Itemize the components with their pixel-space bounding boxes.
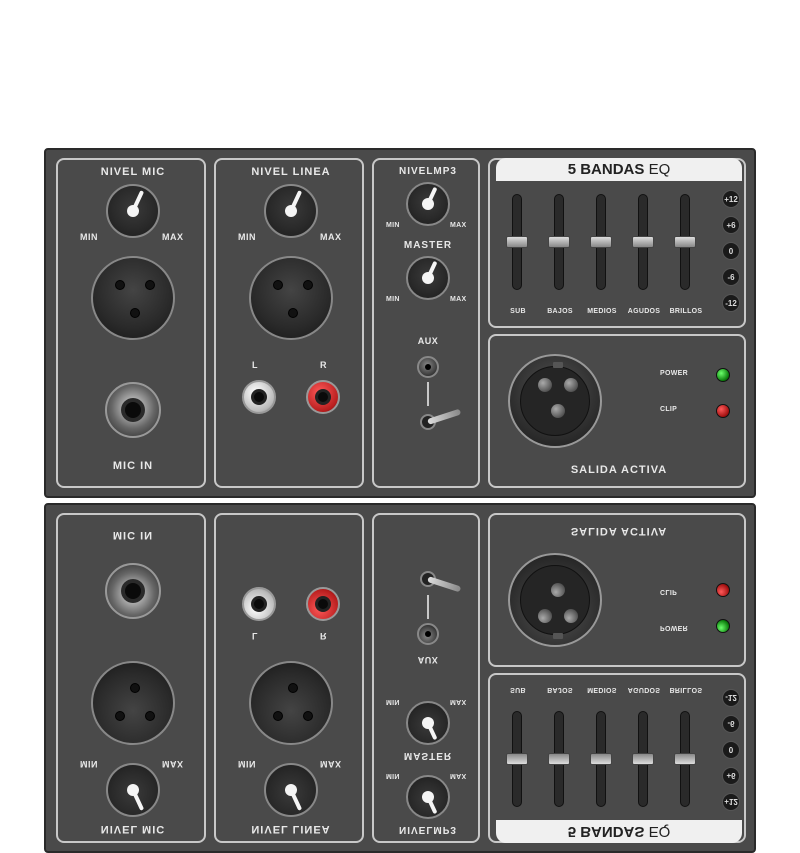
- eq-slider-4[interactable]: [638, 194, 648, 290]
- eq-title-thin: EQ: [649, 161, 671, 178]
- section-line-mirror: NIVEL LINEA MIN MAX L R: [214, 513, 364, 843]
- label-mic-min: MIN: [80, 232, 98, 242]
- eq-slider-5-mirror[interactable]: [680, 711, 690, 807]
- label-nivel-linea: NIVEL LINEA: [216, 166, 366, 178]
- aux-toggle-switch-mirror[interactable]: [398, 569, 458, 589]
- label-clip: CLIP: [660, 406, 677, 413]
- section-output: POWER CLIP SALIDA ACTIVA: [488, 334, 746, 488]
- xlr-output-mirror[interactable]: [508, 553, 602, 647]
- trs-mic-input-mirror[interactable]: [105, 563, 161, 619]
- knob-nivel-linea-mirror[interactable]: [264, 763, 318, 817]
- eq-slider-3-mirror[interactable]: [596, 711, 606, 807]
- rca-left[interactable]: [242, 380, 276, 414]
- section-eq: 5 BANDAS EQ +12 +6 0 -6 -12: [488, 158, 746, 328]
- xlr-output[interactable]: [508, 354, 602, 448]
- label-mp3-max: MAX: [450, 222, 466, 229]
- label-master-min: MIN: [386, 296, 400, 303]
- label-salida-activa: SALIDA ACTIVA: [490, 464, 748, 476]
- label-rca-L: L: [252, 360, 258, 370]
- canvas: NIVEL MIC MIN MAX MIC IN NIVEL LINEA MIN…: [0, 0, 800, 800]
- xlr-mic-input[interactable]: [91, 256, 175, 340]
- eq-slider-3[interactable]: [596, 194, 606, 290]
- mixer-panel-bottom-mirror: NIVEL MIC MIN MAX MIC IN NIVEL LINEA MIN…: [44, 503, 756, 853]
- eq-scale-0: +12: [722, 190, 740, 208]
- eq-scale-2: 0: [722, 242, 740, 260]
- knob-nivel-mic[interactable]: [106, 184, 160, 238]
- eq-band-2: BAJOS: [542, 308, 578, 315]
- trs-mic-input[interactable]: [105, 382, 161, 438]
- section-output-mirror: POWER CLIP SALIDA ACTIVA: [488, 513, 746, 667]
- led-clip: [716, 404, 730, 418]
- aux-line-decor: [427, 382, 429, 406]
- section-mic-mirror: NIVEL MIC MIN MAX MIC IN: [56, 513, 206, 843]
- rca-right-mirror[interactable]: [306, 587, 340, 621]
- label-master-max: MAX: [450, 296, 466, 303]
- eq-band-4: AGUDOS: [626, 308, 662, 315]
- section-mic: NIVEL MIC MIN MAX MIC IN: [56, 158, 206, 488]
- mixer-panel-top: NIVEL MIC MIN MAX MIC IN NIVEL LINEA MIN…: [44, 148, 756, 498]
- led-power-mirror: [716, 619, 730, 633]
- led-clip-mirror: [716, 583, 730, 597]
- label-mic-max: MAX: [162, 232, 184, 242]
- label-line-max: MAX: [320, 232, 342, 242]
- eq-slider-4-mirror[interactable]: [638, 711, 648, 807]
- eq-title-bold: 5 BANDAS: [568, 161, 645, 178]
- xlr-line-input-mirror[interactable]: [249, 661, 333, 745]
- xlr-line-input[interactable]: [249, 256, 333, 340]
- label-mic-in: MIC IN: [58, 460, 208, 472]
- knob-nivel-mp3[interactable]: [406, 182, 450, 226]
- rca-left-mirror[interactable]: [242, 587, 276, 621]
- knob-master[interactable]: [406, 256, 450, 300]
- eq-scale-1: +6: [722, 216, 740, 234]
- section-eq-mirror: 5 BANDAS EQ +12 +6 0 -6 -12 SUB BAJOS ME…: [488, 673, 746, 843]
- label-nivel-mic: NIVEL MIC: [58, 166, 208, 178]
- eq-band-3: MEDIOS: [584, 308, 620, 315]
- eq-slider-2-mirror[interactable]: [554, 711, 564, 807]
- label-mp3-min: MIN: [386, 222, 400, 229]
- eq-slider-5[interactable]: [680, 194, 690, 290]
- section-mp3-mirror: NIVELMP3 MIN MAX MASTER MIN MAX AUX: [372, 513, 480, 843]
- section-line: NIVEL LINEA MIN MAX L R: [214, 158, 364, 488]
- knob-master-mirror[interactable]: [406, 701, 450, 745]
- label-rca-R: R: [320, 360, 327, 370]
- aux-minijack-mirror[interactable]: [417, 623, 439, 645]
- xlr-mic-input-mirror[interactable]: [91, 661, 175, 745]
- eq-band-5: BRILLOS: [668, 308, 704, 315]
- section-mp3: NIVELMP3 MIN MAX MASTER MIN MAX AUX: [372, 158, 480, 488]
- aux-minijack[interactable]: [417, 356, 439, 378]
- knob-nivel-mic-mirror[interactable]: [106, 763, 160, 817]
- aux-toggle-switch[interactable]: [398, 412, 458, 432]
- eq-slider-2[interactable]: [554, 194, 564, 290]
- eq-slider-1-mirror[interactable]: [512, 711, 522, 807]
- led-power: [716, 368, 730, 382]
- eq-band-1: SUB: [500, 308, 536, 315]
- knob-nivel-mp3-mirror[interactable]: [406, 775, 450, 819]
- label-power: POWER: [660, 370, 688, 377]
- eq-scale-4: -12: [722, 294, 740, 312]
- knob-nivel-linea[interactable]: [264, 184, 318, 238]
- eq-scale-3: -6: [722, 268, 740, 286]
- eq-title: 5 BANDAS EQ: [496, 158, 742, 181]
- label-aux: AUX: [374, 336, 482, 346]
- label-master: MASTER: [374, 240, 482, 251]
- label-nivel-mp3: NIVELMP3: [374, 166, 482, 177]
- rca-right[interactable]: [306, 380, 340, 414]
- label-line-min: MIN: [238, 232, 256, 242]
- eq-slider-1[interactable]: [512, 194, 522, 290]
